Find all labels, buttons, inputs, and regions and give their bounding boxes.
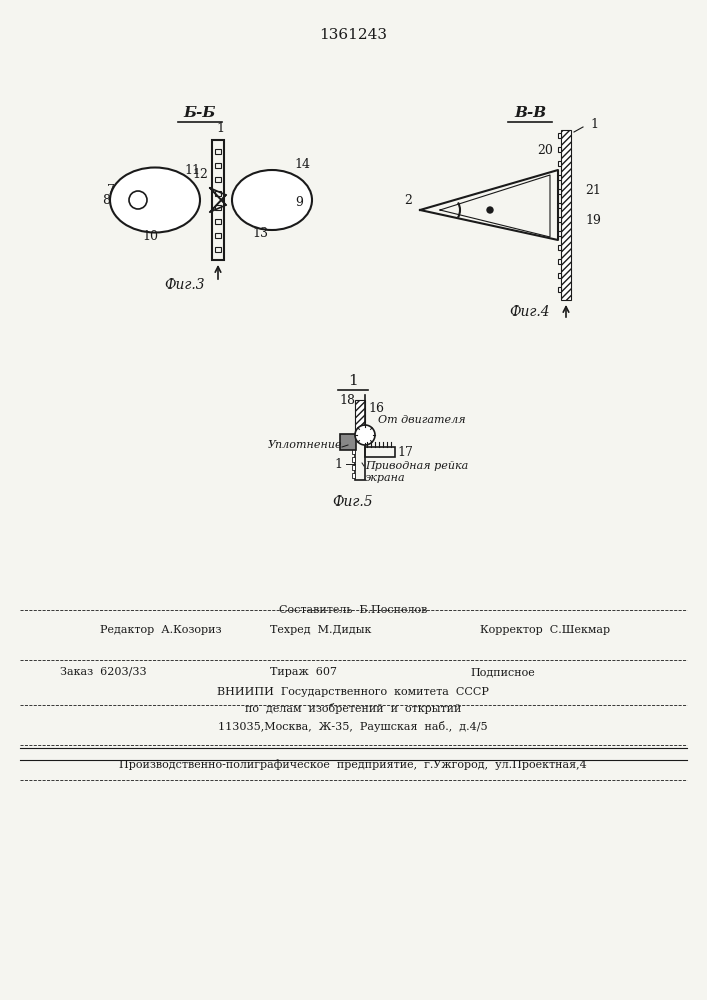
Text: Фиг.3: Фиг.3	[165, 278, 205, 292]
Bar	[558, 287, 561, 292]
Text: 21: 21	[585, 184, 601, 196]
Bar	[352, 449, 355, 454]
Bar	[215, 149, 221, 154]
Bar	[558, 231, 561, 236]
Text: 113035,Москва,  Ж-35,  Раушская  наб.,  д.4/5: 113035,Москва, Ж-35, Раушская наб., д.4/…	[218, 720, 488, 732]
Bar	[215, 247, 221, 252]
Bar	[355, 400, 365, 435]
Text: ВНИИПИ  Государственного  комитета  СССР: ВНИИПИ Государственного комитета СССР	[217, 687, 489, 697]
Bar	[558, 259, 561, 264]
Bar	[558, 245, 561, 250]
Ellipse shape	[110, 167, 200, 232]
Text: 9: 9	[295, 196, 303, 209]
Text: 20: 20	[537, 144, 553, 157]
Text: 1: 1	[348, 374, 358, 388]
Text: Б-Б: Б-Б	[184, 106, 216, 120]
Text: Приводная рейка
экрана: Приводная рейка экрана	[365, 461, 468, 483]
Text: 10: 10	[142, 230, 158, 243]
Text: Производственно-полиграфическое  предприятие,  г.Ужгород,  ул.Проектная,4: Производственно-полиграфическое предприя…	[119, 760, 587, 770]
Bar	[558, 217, 561, 222]
Bar	[561, 130, 571, 300]
Bar	[558, 133, 561, 138]
Text: 12: 12	[192, 167, 208, 180]
Text: 2: 2	[404, 194, 412, 207]
Bar	[215, 205, 221, 210]
Bar	[352, 465, 355, 470]
Text: Тираж  607: Тираж 607	[270, 667, 337, 677]
Bar	[558, 203, 561, 208]
Text: Редактор  А.Козориз: Редактор А.Козориз	[100, 625, 221, 635]
Text: 1: 1	[216, 122, 224, 135]
Bar	[215, 177, 221, 182]
Text: Составитель  Б.Поспелов: Составитель Б.Поспелов	[279, 605, 427, 615]
Text: 8: 8	[102, 194, 110, 207]
Text: по  делам  изобретений  и  открытий: по делам изобретений и открытий	[245, 704, 461, 714]
Text: 11: 11	[184, 163, 200, 176]
Bar	[558, 147, 561, 152]
Text: 1361243: 1361243	[319, 28, 387, 42]
Text: 7: 7	[107, 184, 115, 196]
Text: 14: 14	[294, 158, 310, 172]
Bar	[215, 219, 221, 224]
Bar	[558, 273, 561, 278]
Ellipse shape	[232, 170, 312, 230]
Bar	[352, 473, 355, 478]
Circle shape	[487, 207, 493, 213]
Text: 19: 19	[585, 214, 601, 227]
Text: Техред  М.Дидык: Техред М.Дидык	[270, 625, 371, 635]
Bar	[355, 440, 365, 480]
Circle shape	[129, 191, 147, 209]
Bar	[340, 434, 356, 450]
Text: В-В: В-В	[514, 106, 546, 120]
Text: Фиг.5: Фиг.5	[333, 495, 373, 509]
Bar	[558, 175, 561, 180]
Text: Подписное: Подписное	[470, 667, 534, 677]
Bar	[558, 161, 561, 166]
Bar	[215, 233, 221, 238]
Text: 1: 1	[334, 458, 342, 471]
Bar	[212, 140, 224, 260]
Bar	[365, 447, 395, 457]
Text: Корректор  С.Шекмар: Корректор С.Шекмар	[480, 625, 610, 635]
Bar	[215, 191, 221, 196]
Text: Заказ  6203/33: Заказ 6203/33	[60, 667, 146, 677]
Circle shape	[355, 425, 375, 445]
Text: Фиг.4: Фиг.4	[510, 305, 550, 319]
Text: 16: 16	[368, 401, 384, 414]
Bar	[352, 457, 355, 462]
Bar	[215, 163, 221, 168]
Text: 13: 13	[252, 227, 268, 240]
Text: Уплотнение: Уплотнение	[267, 440, 342, 450]
Text: 17: 17	[397, 446, 413, 458]
Bar	[558, 189, 561, 194]
Text: 1: 1	[590, 118, 598, 131]
Text: От двигателя: От двигателя	[378, 415, 466, 425]
Text: 18: 18	[339, 393, 355, 406]
